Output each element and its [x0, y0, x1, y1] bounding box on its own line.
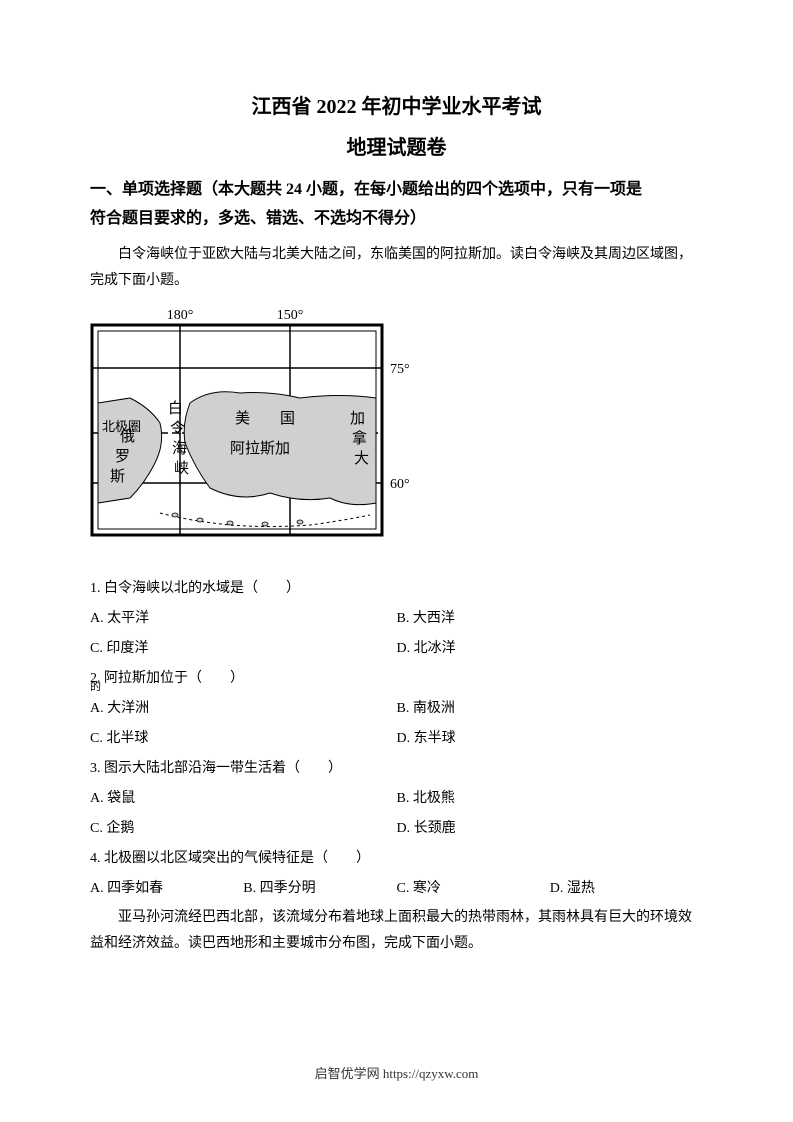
q1-opt-d: D. 北冰洋: [397, 635, 704, 663]
question-3-options-row-2: C. 企鹅 D. 长颈鹿: [90, 815, 703, 843]
bering-strait-map: 180° 150° 75° 60° 北极圈 俄 罗 斯 白 令 海 峡 美 国 …: [90, 303, 410, 563]
q4-opt-d: D. 湿热: [550, 875, 703, 903]
q2-opt-c: C. 北半球: [90, 725, 397, 753]
question-3-stem: 3. 图示大陆北部沿海一带生活着（ ）: [90, 755, 703, 783]
label-canada-2: 拿: [352, 429, 367, 447]
question-4-stem: 4. 北极圈以北区域突出的气候特征是（ ）: [90, 845, 703, 873]
label-usa: 美 国: [235, 410, 295, 427]
label-bering-1: 白: [168, 400, 183, 417]
q4-opt-c: C. 寒冷: [397, 875, 550, 903]
label-alaska: 阿拉斯加: [230, 440, 290, 457]
question-1-options-row-1: A. 太平洋 B. 大西洋: [90, 605, 703, 633]
exam-title-main: 江西省 2022 年初中学业水平考试: [90, 90, 703, 119]
label-bering-2: 令: [170, 420, 185, 437]
page-footer: 启智优学网 https://qzyxw.com: [0, 1063, 793, 1082]
lat-label-60: 60°: [390, 477, 410, 492]
sub-marker: 的: [90, 678, 101, 694]
label-canada-1: 加: [350, 410, 365, 427]
q1-opt-b: B. 大西洋: [397, 605, 704, 633]
q3-opt-c: C. 企鹅: [90, 815, 397, 843]
label-russia-1: 俄: [120, 428, 135, 445]
q4-opt-a: A. 四季如春: [90, 875, 243, 903]
section-1-header: 一、单项选择题（本大题共 24 小题，在每小题给出的四个选项中，只有一项是 符合…: [90, 176, 703, 234]
label-bering-3: 海: [172, 440, 187, 457]
label-russia-2: 罗: [115, 449, 130, 465]
question-2-stem: 2. 阿拉斯加位于（ ）: [90, 665, 703, 693]
question-4-options-row: A. 四季如春 B. 四季分明 C. 寒冷 D. 湿热: [90, 875, 703, 903]
label-canada-3: 大: [354, 450, 369, 467]
q3-opt-d: D. 长颈鹿: [397, 815, 704, 843]
section-heading-line1: 一、单项选择题（本大题共 24 小题，在每小题给出的四个选项中，只有一项是: [90, 181, 642, 198]
section-heading-line2: 符合题目要求的，多选、错选、不选均不得分）: [90, 210, 426, 227]
map-figure: 180° 150° 75° 60° 北极圈 俄 罗 斯 白 令 海 峡 美 国 …: [90, 303, 703, 563]
q1-opt-c: C. 印度洋: [90, 635, 397, 663]
q4-opt-b: B. 四季分明: [243, 875, 396, 903]
passage-2-text: 亚马孙河流经巴西北部，该流域分布着地球上面积最大的热带雨林，其雨林具有巨大的环境…: [90, 905, 703, 958]
q3-opt-a: A. 袋鼠: [90, 785, 397, 813]
exam-title-sub: 地理试题卷: [90, 131, 703, 160]
question-1-stem: 1. 白令海峡以北的水域是（ ）: [90, 575, 703, 603]
lon-label-180: 180°: [167, 308, 194, 323]
lon-label-150: 150°: [277, 308, 304, 323]
q2-opt-b: B. 南极洲: [397, 695, 704, 723]
q3-opt-b: B. 北极熊: [397, 785, 704, 813]
question-2-options-row-1: A. 大洋洲 B. 南极洲: [90, 695, 703, 723]
q1-opt-a: A. 太平洋: [90, 605, 397, 633]
question-3-options-row-1: A. 袋鼠 B. 北极熊: [90, 785, 703, 813]
passage-1-text: 白令海峡位于亚欧大陆与北美大陆之间，东临美国的阿拉斯加。读白令海峡及其周边区域图…: [90, 242, 703, 295]
question-2-options-row-2: C. 北半球 D. 东半球: [90, 725, 703, 753]
label-russia-3: 斯: [110, 468, 125, 485]
label-bering-4: 峡: [174, 460, 189, 477]
question-1-options-row-2: C. 印度洋 D. 北冰洋: [90, 635, 703, 663]
q2-opt-d: D. 东半球: [397, 725, 704, 753]
q2-opt-a: A. 大洋洲: [90, 695, 397, 723]
lat-label-75: 75°: [390, 362, 410, 377]
